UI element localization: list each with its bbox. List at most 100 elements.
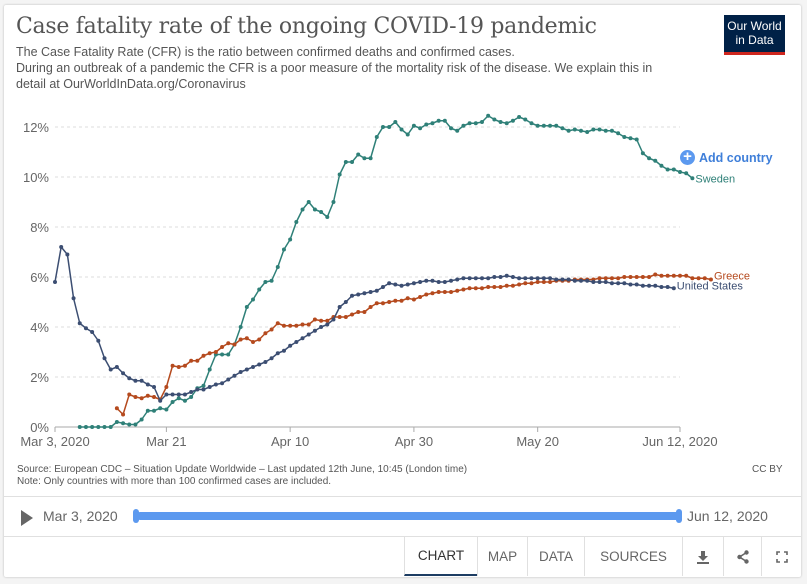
data-point (678, 273, 682, 278)
data-point (479, 276, 484, 281)
data-point (393, 298, 398, 303)
data-point (684, 273, 689, 278)
data-point (331, 200, 336, 204)
data-point (238, 337, 243, 342)
data-point (442, 290, 447, 294)
data-point (647, 275, 652, 279)
data-point (244, 336, 249, 341)
download-button[interactable] (682, 537, 723, 576)
data-point (418, 295, 423, 299)
data-point (647, 156, 652, 161)
series-label: Greece (714, 271, 750, 283)
data-point (603, 280, 608, 284)
data-point (257, 287, 262, 292)
data-point (517, 276, 522, 281)
data-point (269, 278, 274, 283)
data-point (436, 118, 441, 123)
data-point (356, 310, 361, 314)
fullscreen-button[interactable] (761, 537, 801, 576)
data-point (325, 215, 330, 219)
data-point (281, 323, 286, 328)
data-point (127, 392, 132, 397)
data-point (387, 125, 392, 129)
note-text: Note: Only countries with more than 100 … (17, 476, 332, 487)
data-point (158, 398, 163, 403)
x-tick-label: Apr 10 (271, 434, 309, 449)
data-point (108, 425, 113, 429)
data-point (436, 290, 441, 294)
data-point (622, 135, 627, 139)
data-point (455, 128, 460, 133)
data-point (306, 322, 311, 327)
data-point (597, 276, 602, 281)
data-point (486, 113, 491, 118)
tab-chart[interactable]: CHART (404, 537, 477, 576)
data-point (145, 382, 150, 387)
data-point (399, 298, 404, 303)
data-point (578, 128, 583, 133)
share-button[interactable] (723, 537, 761, 576)
data-point (461, 123, 466, 128)
play-button-icon[interactable] (21, 510, 33, 526)
data-point (640, 151, 645, 156)
data-point (337, 172, 342, 177)
data-point (387, 300, 392, 304)
data-point (653, 158, 658, 163)
tab-sources[interactable]: SOURCES (584, 537, 682, 576)
data-point (288, 237, 293, 242)
logo-line: in Data (735, 33, 774, 47)
data-point (121, 421, 126, 426)
data-point (411, 281, 416, 286)
data-point (671, 167, 676, 172)
data-point (517, 282, 522, 287)
data-point (634, 282, 639, 287)
logo-line: Our World (727, 19, 782, 33)
license-link[interactable]: CC BY (752, 464, 783, 475)
data-point (251, 340, 256, 344)
timeline-end-handle[interactable] (676, 509, 682, 523)
data-point (678, 170, 682, 174)
data-point (529, 276, 534, 281)
data-point (139, 396, 144, 401)
data-point (405, 282, 410, 287)
data-point (145, 393, 150, 398)
data-point (585, 130, 590, 134)
data-point (374, 135, 379, 139)
data-point (548, 276, 553, 281)
data-point (492, 117, 497, 122)
data-point (238, 325, 243, 329)
data-point (182, 392, 187, 397)
data-point (380, 285, 385, 289)
data-point (609, 281, 614, 286)
data-point (306, 332, 311, 337)
data-point (294, 340, 299, 344)
data-point (226, 341, 231, 346)
data-point (281, 247, 286, 252)
data-point (77, 425, 82, 429)
y-tick-label: 4% (30, 320, 49, 335)
data-point (170, 400, 175, 404)
data-point (411, 297, 416, 302)
data-point (634, 275, 639, 279)
add-country-button[interactable]: + Add country (680, 149, 773, 165)
data-point (492, 275, 497, 279)
data-point (492, 285, 497, 289)
timeline-range-bar[interactable] (136, 512, 680, 520)
data-point (176, 392, 181, 397)
fullscreen-icon (775, 550, 788, 563)
tab-map[interactable]: MAP (477, 537, 527, 576)
data-point (436, 280, 441, 284)
data-point (449, 290, 454, 294)
data-point (640, 275, 645, 279)
data-point (207, 351, 212, 356)
data-point (708, 277, 713, 282)
data-point (114, 406, 119, 411)
data-point (337, 315, 342, 319)
data-point (616, 281, 621, 286)
timeline-start-handle[interactable] (133, 509, 139, 523)
data-point (152, 395, 157, 399)
data-point (195, 358, 200, 363)
data-point (325, 318, 330, 323)
tab-data[interactable]: DATA (527, 537, 584, 576)
owid-logo[interactable]: Our World in Data (724, 15, 785, 55)
